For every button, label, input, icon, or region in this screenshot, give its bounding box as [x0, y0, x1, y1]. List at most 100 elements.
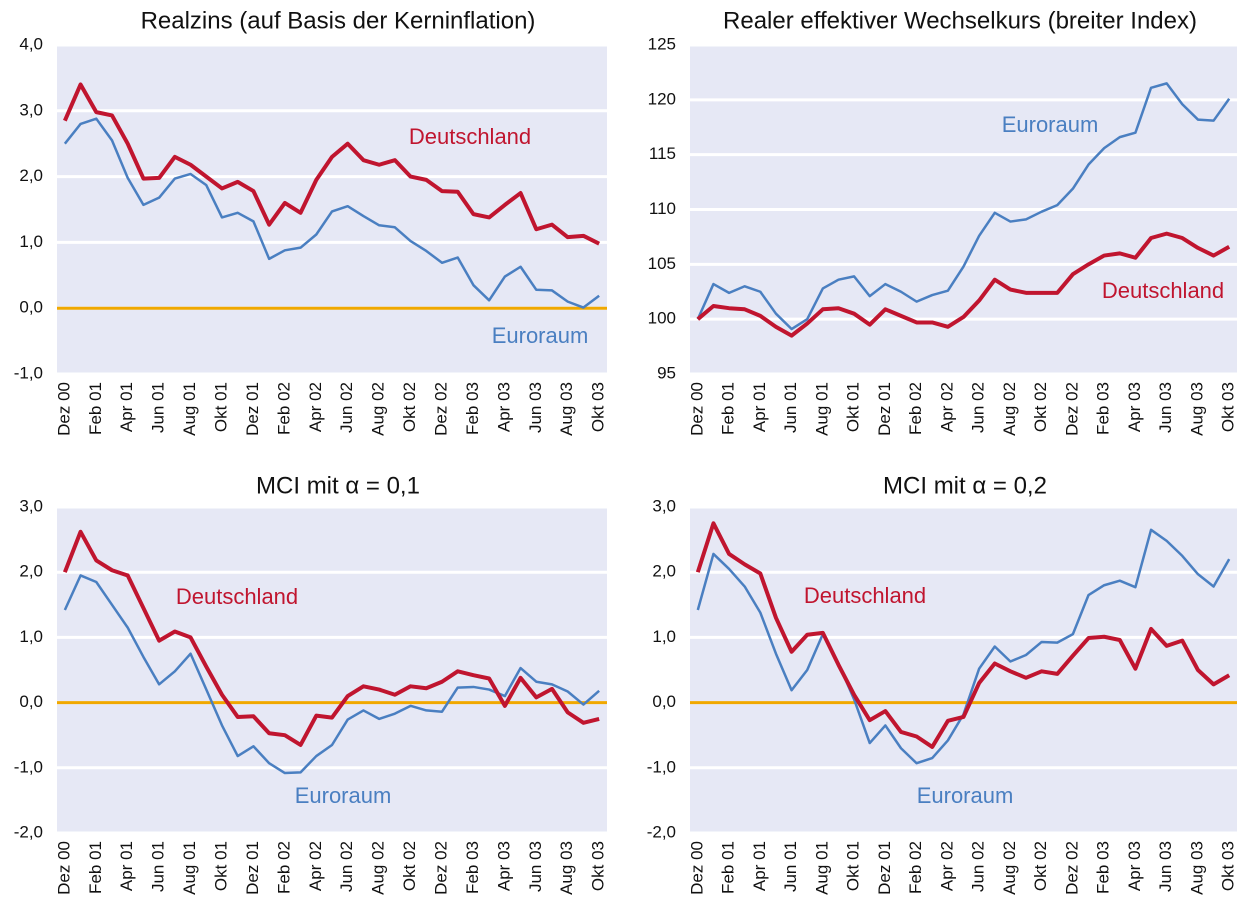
- series-label: Euroraum: [492, 323, 589, 348]
- x-tick-label: Feb 03: [1094, 841, 1113, 894]
- y-tick-label: -2,0: [14, 822, 43, 841]
- x-tick-label: Jun 01: [149, 841, 168, 892]
- series-label: Euroraum: [917, 783, 1014, 808]
- x-tick-label: Apr 03: [494, 841, 513, 891]
- plot-area: [57, 507, 607, 833]
- x-tick-label: Okt 02: [1031, 382, 1050, 432]
- x-tick-label: Feb 02: [906, 382, 925, 435]
- x-tick-label: Dez 01: [875, 841, 894, 895]
- x-tick-label: Aug 03: [557, 382, 576, 436]
- x-tick-label: Aug 02: [369, 382, 388, 436]
- chart-title: MCI mit α = 0,2: [883, 472, 1047, 499]
- x-tick-label: Dez 02: [1062, 841, 1081, 895]
- x-tick-label: Jun 01: [149, 382, 168, 433]
- chart-title: Realer effektiver Wechselkurs (breiter I…: [723, 7, 1197, 34]
- series-label: Deutschland: [176, 584, 298, 609]
- x-tick-label: Dez 02: [1062, 382, 1081, 436]
- x-tick-label: Jun 03: [526, 841, 545, 892]
- x-tick-label: Dez 01: [243, 382, 262, 436]
- x-tick-label: Okt 01: [844, 841, 863, 891]
- chart-title: MCI mit α = 0,1: [256, 472, 420, 499]
- series-line: [696, 82, 1231, 331]
- x-tick-label: Okt 01: [211, 841, 230, 891]
- x-tick-label: Jun 03: [1156, 382, 1175, 433]
- y-tick-label: 2,0: [652, 562, 676, 581]
- x-tick-label: Dez 02: [431, 382, 450, 436]
- plot-area: [57, 45, 607, 374]
- y-tick-label: 1,0: [652, 627, 676, 646]
- x-tick-label: Okt 03: [589, 382, 608, 432]
- plot-area: [690, 507, 1237, 833]
- y-tick-label: 0,0: [652, 692, 676, 711]
- x-tick-label: Okt 03: [589, 841, 608, 891]
- x-tick-label: Feb 01: [86, 382, 105, 435]
- x-tick-label: Dez 00: [54, 841, 73, 895]
- series-line: [696, 231, 1231, 338]
- x-tick-label: Dez 00: [687, 382, 706, 436]
- x-tick-label: Okt 01: [844, 382, 863, 432]
- x-tick-label: Apr 02: [306, 841, 325, 891]
- panel: Realzins (auf Basis der Kerninflation) -1…: [14, 7, 608, 436]
- x-tick-label: Dez 02: [431, 841, 450, 895]
- x-tick-label: Okt 02: [1031, 841, 1050, 891]
- x-tick-label: Jun 02: [337, 841, 356, 892]
- x-tick-label: Apr 01: [117, 841, 136, 891]
- y-tick-label: 2,0: [19, 166, 43, 185]
- y-tick-label: 110: [649, 199, 676, 218]
- x-tick-label: Jun 01: [781, 841, 800, 892]
- y-tick-label: 3,0: [19, 100, 43, 119]
- series-line: [63, 117, 600, 309]
- x-tick-label: Apr 02: [937, 382, 956, 432]
- x-tick-label: Jun 02: [969, 841, 988, 892]
- panel: MCI mit α = 0,2 -2,0 -1,0 0,0 1,0 2,0 3,0 Dez 0…: [647, 472, 1238, 895]
- series-line: [63, 574, 600, 775]
- x-tick-label: Jun 03: [1156, 841, 1175, 892]
- x-tick-label: Apr 01: [750, 382, 769, 432]
- y-tick-label: 3,0: [652, 496, 676, 515]
- series-label: Deutschland: [1102, 278, 1224, 303]
- x-tick-label: Aug 01: [180, 382, 199, 436]
- x-tick-label: Okt 03: [1219, 382, 1238, 432]
- x-tick-label: Feb 01: [719, 382, 738, 435]
- x-tick-label: Apr 03: [1125, 841, 1144, 891]
- y-tick-label: 125: [648, 34, 676, 53]
- series-line: [63, 82, 601, 246]
- y-tick-label: 0,0: [19, 692, 43, 711]
- x-tick-label: Dez 00: [687, 841, 706, 895]
- y-tick-label: -1,0: [14, 757, 43, 776]
- x-tick-label: Aug 01: [812, 841, 831, 895]
- x-tick-label: Jun 03: [526, 382, 545, 433]
- x-tick-label: Feb 03: [1094, 382, 1113, 435]
- panel: MCI mit α = 0,1 -2,0 -1,0 0,0 1,0 2,0 3,0 Dez 0…: [14, 472, 608, 895]
- y-tick-label: -1,0: [14, 363, 43, 382]
- x-tick-label: Feb 02: [274, 382, 293, 435]
- x-tick-label: Dez 01: [875, 382, 894, 436]
- y-tick-label: 115: [649, 144, 676, 163]
- series-line: [695, 521, 1231, 749]
- y-tick-label: 1,0: [19, 627, 43, 646]
- x-tick-label: Dez 01: [243, 841, 262, 895]
- x-tick-label: Jun 02: [969, 382, 988, 433]
- x-tick-label: Apr 02: [306, 382, 325, 432]
- x-tick-label: Okt 02: [400, 841, 419, 891]
- y-tick-label: 1,0: [19, 232, 43, 251]
- x-tick-label: Feb 01: [719, 841, 738, 894]
- x-tick-label: Aug 02: [1000, 382, 1019, 436]
- x-tick-label: Jun 01: [781, 382, 800, 433]
- chart-title: Realzins (auf Basis der Kerninflation): [141, 7, 536, 34]
- x-tick-label: Aug 01: [180, 841, 199, 895]
- y-tick-label: 100: [648, 309, 676, 328]
- y-tick-label: 0,0: [19, 298, 43, 317]
- x-tick-label: Feb 02: [906, 841, 925, 894]
- x-tick-label: Feb 03: [463, 841, 482, 894]
- y-tick-label: 3,0: [19, 496, 43, 515]
- y-tick-label: 105: [648, 254, 676, 273]
- x-tick-label: Jun 02: [337, 382, 356, 433]
- x-tick-label: Okt 01: [211, 382, 230, 432]
- series-line: [62, 529, 600, 747]
- y-tick-label: 95: [657, 363, 676, 382]
- x-tick-label: Aug 02: [369, 841, 388, 895]
- x-tick-label: Apr 01: [750, 841, 769, 891]
- x-tick-label: Apr 03: [1125, 382, 1144, 432]
